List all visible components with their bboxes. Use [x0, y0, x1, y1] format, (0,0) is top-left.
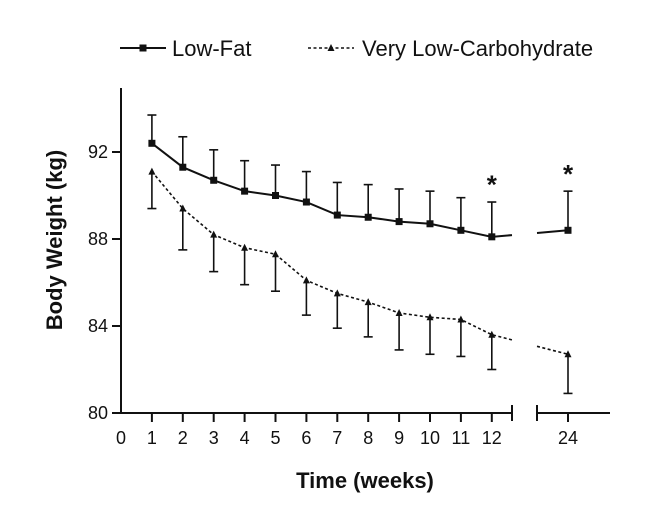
series-1-point-6 [302, 276, 310, 284]
series-1-point-10 [426, 313, 434, 321]
series-1-point-5 [272, 250, 279, 258]
x-tick-label-2: 2 [178, 428, 188, 448]
x-tick-label-24: 24 [558, 428, 578, 448]
series-0-point-4 [241, 187, 249, 195]
series-1-point-24 [564, 350, 572, 358]
series-0-point-8 [364, 213, 372, 221]
legend-low-fat-label: Low-Fat [172, 36, 251, 61]
series-0-point-3 [210, 176, 218, 184]
series-1-line [151, 171, 513, 341]
x-tick-label-11: 11 [452, 428, 471, 448]
y-tick-label-84: 84 [88, 316, 108, 336]
series-0-point-24 [564, 226, 572, 234]
x-tick-label-12: 12 [482, 428, 502, 448]
legend: Low-Fat Very Low-Carbohydrate [120, 36, 593, 61]
significance-marker-12: * [487, 170, 498, 200]
x-tick-label-8: 8 [363, 428, 373, 448]
significance-marker-24: * [563, 159, 574, 189]
series-0-point-2 [179, 163, 187, 171]
legend-low-fat-marker [139, 44, 147, 52]
series-0-point-12 [488, 233, 496, 241]
series-1-point-1 [148, 167, 156, 175]
y-tick-label-92: 92 [88, 142, 108, 162]
x-tick-label-1: 1 [147, 428, 157, 448]
series-0-line-after-break [536, 229, 569, 234]
x-tick-label-6: 6 [301, 428, 311, 448]
series-0-point-5 [272, 192, 279, 199]
y-tick-label-80: 80 [88, 403, 108, 423]
y-tick-label-88: 88 [88, 229, 108, 249]
series-1-point-12 [488, 330, 496, 338]
series-1-line-after-break [536, 345, 569, 356]
x-tick-label-5: 5 [270, 428, 280, 448]
series-layer: * * [147, 114, 574, 395]
series-1-point-4 [241, 243, 249, 251]
series-0-point-7 [333, 211, 341, 219]
series-1-point-7 [333, 289, 341, 297]
legend-vlc-marker [327, 44, 335, 51]
y-axis-title: Body Weight (kg) [42, 150, 67, 330]
series-0-point-1 [148, 139, 156, 147]
x-tick-label-10: 10 [420, 428, 440, 448]
x-tick-label-9: 9 [394, 428, 404, 448]
series-1-point-8 [364, 298, 372, 306]
series-0-line [151, 142, 513, 238]
series-1-point-9 [395, 308, 403, 316]
legend-vlc-label: Very Low-Carbohydrate [362, 36, 593, 61]
series-0-point-10 [426, 220, 434, 228]
series-0-point-11 [457, 226, 465, 234]
x-tick-label-4: 4 [240, 428, 250, 448]
series-1-point-3 [210, 230, 218, 238]
x-tick-label-0: 0 [116, 428, 126, 448]
x-tick-label-7: 7 [332, 428, 342, 448]
x-tick-label-3: 3 [209, 428, 219, 448]
series-1-point-2 [179, 204, 187, 212]
series-0-point-9 [395, 218, 403, 226]
series-1-point-11 [457, 315, 465, 323]
series-0-point-6 [302, 198, 310, 206]
x-axis-title: Time (weeks) [296, 468, 434, 493]
